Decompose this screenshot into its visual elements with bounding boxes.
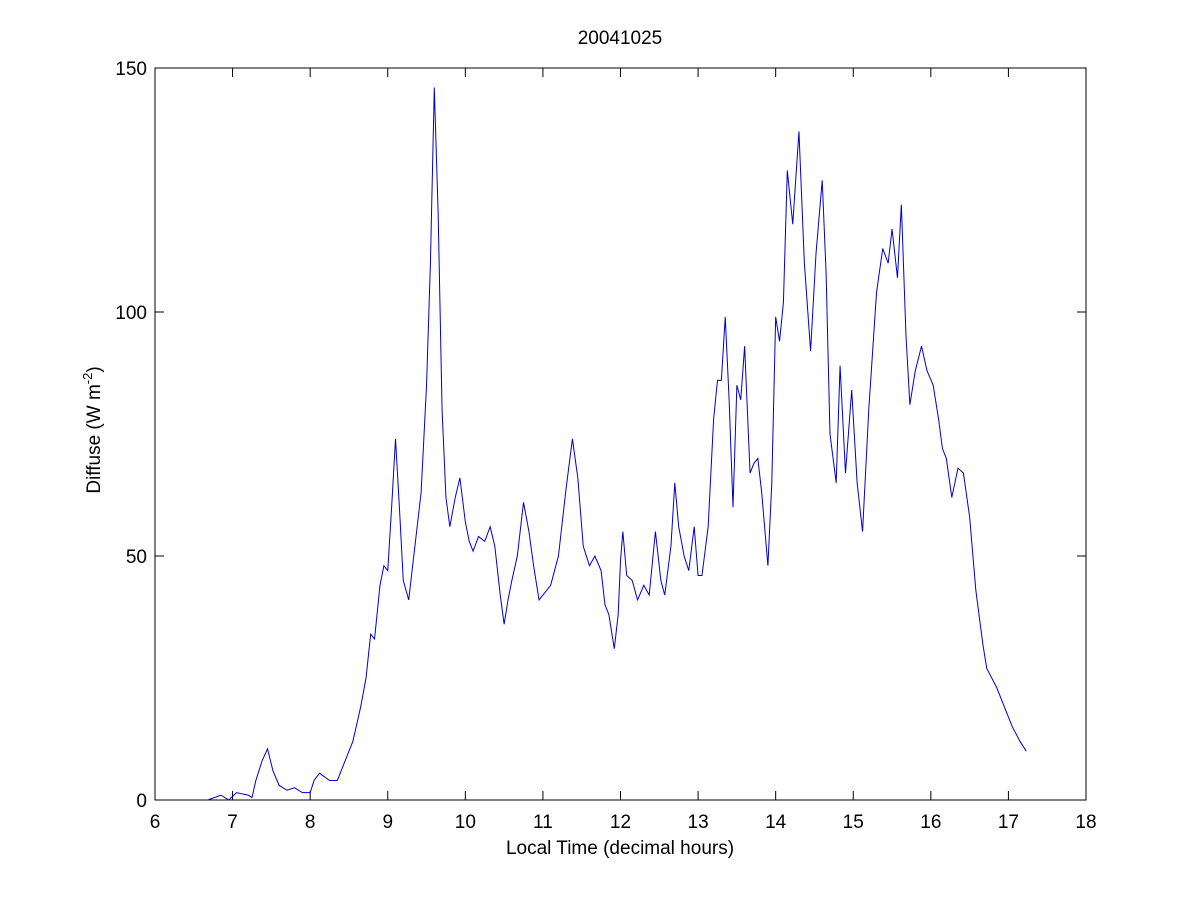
x-tick-label: 9	[382, 812, 393, 833]
x-tick-label: 11	[533, 812, 553, 833]
y-axis-label: Diffuse (W m-2)	[80, 366, 105, 493]
y-axis-label-sup: -2	[80, 373, 95, 385]
x-tick-label: 14	[765, 812, 787, 833]
x-tick-label: 8	[305, 812, 316, 833]
x-tick-label: 13	[688, 812, 709, 833]
x-tick-label: 17	[998, 812, 1019, 833]
x-tick-label: 6	[150, 812, 161, 833]
y-tick-label: 0	[136, 791, 147, 812]
x-tick-label: 18	[1075, 812, 1096, 833]
y-tick-label: 150	[115, 59, 147, 80]
y-tick-label: 100	[115, 303, 147, 324]
x-tick-label: 15	[843, 812, 864, 833]
x-axis-label: Local Time (decimal hours)	[506, 838, 734, 859]
x-tick-label: 10	[455, 812, 476, 833]
x-tick-label: 7	[227, 812, 238, 833]
x-tick-label: 16	[920, 812, 941, 833]
chart-title: 20041025	[578, 28, 663, 49]
y-axis-label-close: )	[84, 366, 105, 372]
y-tick-label: 50	[126, 547, 147, 568]
data-line	[207, 87, 1027, 801]
x-tick-label: 12	[610, 812, 631, 833]
y-axis-label-text: Diffuse (W m	[84, 384, 105, 493]
